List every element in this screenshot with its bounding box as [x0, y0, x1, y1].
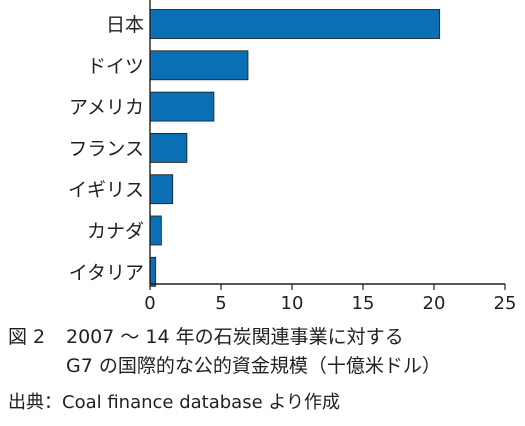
figure-title-line-2: G7 の国際的な公的資金規模（十億米ドル） — [66, 355, 441, 377]
x-axis-ticks-group: 0 5 10 15 20 25 — [144, 284, 516, 314]
bar-1 — [149, 50, 249, 81]
figure-label: 図 2 — [8, 326, 46, 348]
bar-6 — [149, 256, 157, 287]
bar-3 — [149, 132, 188, 163]
bar-5 — [149, 215, 162, 246]
x-tick-label-1: 5 — [215, 293, 226, 314]
x-tick-label-5: 25 — [494, 293, 517, 314]
category-label-2: アメリカ — [69, 97, 144, 119]
bar-4 — [149, 174, 174, 205]
category-label-6: イタリア — [69, 262, 144, 284]
category-label-0: 日本 — [106, 14, 144, 36]
bar-2 — [149, 91, 215, 122]
source-note: 出典：Coal finance database より作成 — [8, 392, 341, 413]
bar-0 — [149, 9, 441, 39]
category-label-1: ドイツ — [87, 55, 144, 77]
x-tick-label-0: 0 — [144, 293, 155, 314]
category-label-3: フランス — [68, 138, 144, 160]
category-label-5: カナダ — [87, 221, 144, 243]
bars-group — [149, 9, 441, 287]
figure-title-line-1: 2007 ～ 14 年の石炭関連事業に対する — [66, 326, 404, 348]
x-tick-label-4: 20 — [423, 293, 446, 314]
x-tick-label-2: 10 — [281, 293, 304, 314]
x-tick-label-3: 15 — [352, 293, 375, 314]
category-label-4: イギリス — [68, 179, 144, 201]
